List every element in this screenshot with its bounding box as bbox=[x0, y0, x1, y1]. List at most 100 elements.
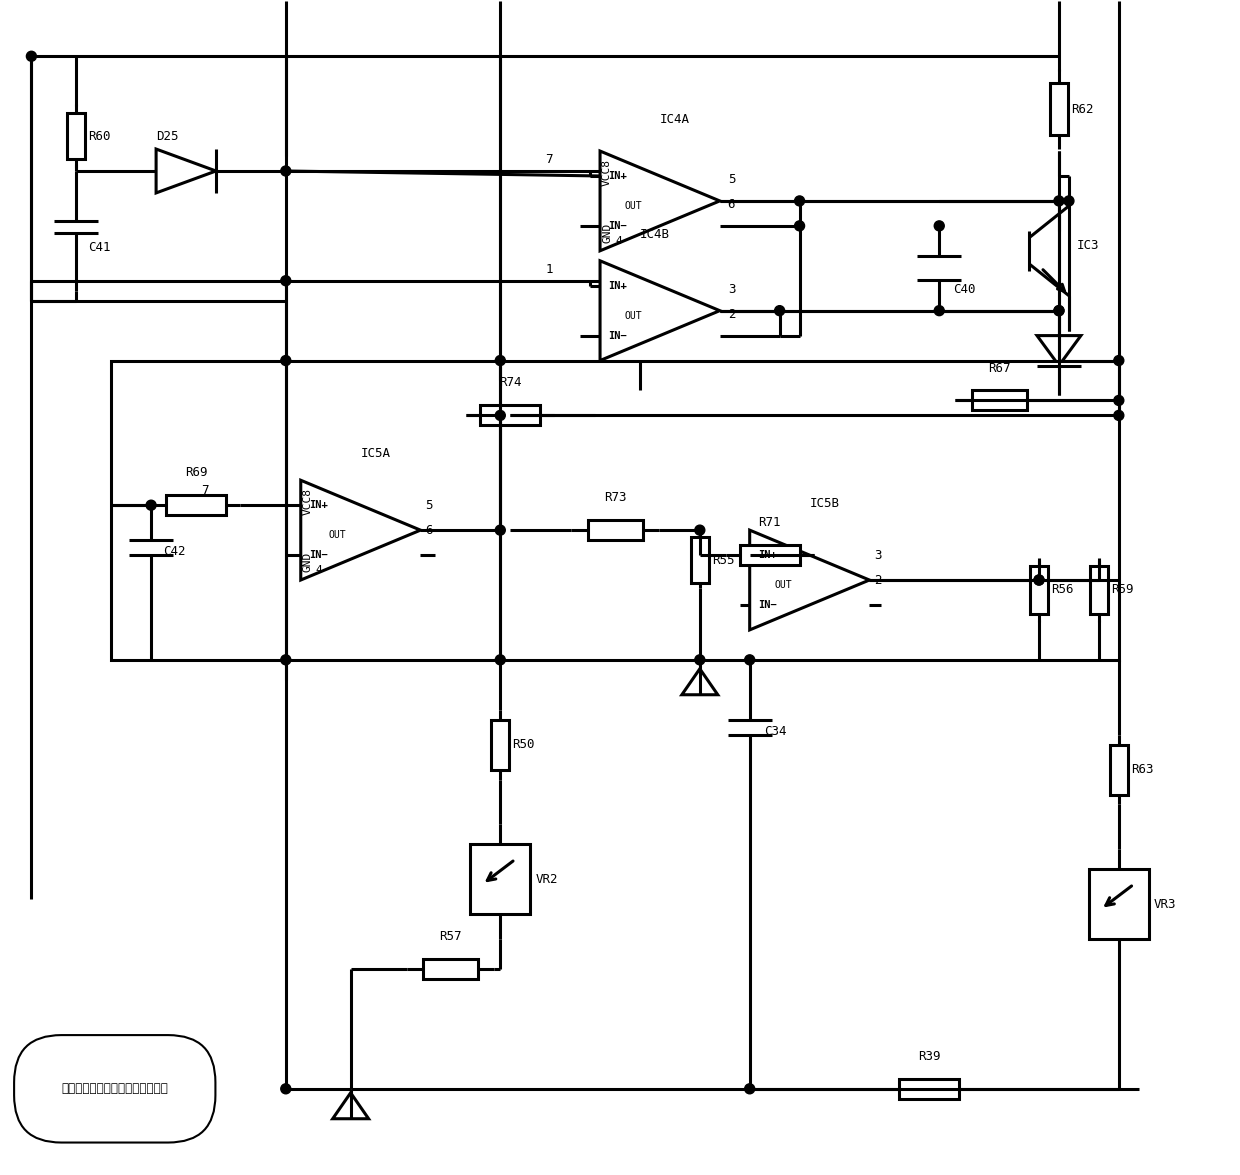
Text: R50: R50 bbox=[512, 738, 534, 751]
Text: 开关电源中的电流取样电阻的一端: 开关电源中的电流取样电阻的一端 bbox=[61, 1082, 169, 1095]
Bar bbox=[166, 495, 226, 515]
Text: 2: 2 bbox=[728, 308, 735, 321]
Polygon shape bbox=[682, 669, 718, 694]
Text: VCC8: VCC8 bbox=[603, 159, 613, 186]
Bar bbox=[112, 361, 1118, 660]
Text: R39: R39 bbox=[918, 1050, 940, 1063]
Text: IC5A: IC5A bbox=[361, 448, 391, 461]
Text: GND: GND bbox=[303, 552, 312, 572]
Bar bbox=[67, 113, 86, 159]
Circle shape bbox=[495, 356, 505, 365]
Circle shape bbox=[694, 654, 704, 665]
Circle shape bbox=[1054, 306, 1064, 316]
Bar bbox=[470, 845, 531, 914]
Text: C34: C34 bbox=[764, 725, 786, 738]
Text: R63: R63 bbox=[1131, 763, 1153, 776]
Text: VCC8: VCC8 bbox=[303, 489, 312, 515]
Text: R71: R71 bbox=[759, 516, 781, 529]
Circle shape bbox=[1114, 410, 1123, 421]
Circle shape bbox=[795, 196, 805, 206]
Polygon shape bbox=[750, 530, 869, 630]
Bar bbox=[480, 405, 541, 425]
Bar bbox=[972, 390, 1027, 410]
Text: OUT: OUT bbox=[329, 530, 346, 541]
Text: C42: C42 bbox=[164, 545, 186, 558]
Bar bbox=[588, 521, 644, 540]
Circle shape bbox=[934, 306, 944, 316]
Text: IN−: IN− bbox=[309, 550, 327, 560]
Text: IC3: IC3 bbox=[1076, 240, 1100, 253]
Text: R60: R60 bbox=[88, 129, 110, 142]
Circle shape bbox=[694, 525, 704, 535]
Text: 2: 2 bbox=[874, 575, 882, 588]
Polygon shape bbox=[1037, 336, 1081, 365]
Text: IN−: IN− bbox=[758, 600, 776, 610]
Text: GND: GND bbox=[603, 222, 613, 243]
Text: 6: 6 bbox=[728, 197, 735, 210]
Polygon shape bbox=[600, 152, 719, 250]
Bar bbox=[1090, 566, 1107, 613]
Circle shape bbox=[1064, 196, 1074, 206]
Bar bbox=[1110, 745, 1128, 794]
Text: IN+: IN+ bbox=[608, 172, 626, 181]
Circle shape bbox=[280, 654, 291, 665]
Bar bbox=[1089, 870, 1148, 939]
Text: IC4B: IC4B bbox=[640, 228, 670, 241]
Polygon shape bbox=[156, 149, 216, 193]
Text: 7: 7 bbox=[201, 484, 208, 497]
Circle shape bbox=[280, 356, 291, 365]
Bar bbox=[899, 1079, 960, 1099]
Circle shape bbox=[934, 221, 944, 230]
Text: 4: 4 bbox=[316, 565, 322, 575]
Circle shape bbox=[495, 525, 505, 535]
Text: OUT: OUT bbox=[625, 201, 642, 210]
Text: IN+: IN+ bbox=[608, 281, 626, 290]
Text: R73: R73 bbox=[604, 491, 626, 504]
Circle shape bbox=[1114, 356, 1123, 365]
Circle shape bbox=[795, 221, 805, 230]
Bar bbox=[424, 959, 479, 979]
Circle shape bbox=[1034, 575, 1044, 585]
Circle shape bbox=[280, 276, 291, 286]
Text: 1: 1 bbox=[546, 263, 553, 276]
Circle shape bbox=[1054, 196, 1064, 206]
Bar bbox=[1050, 83, 1068, 135]
Circle shape bbox=[146, 501, 156, 510]
Text: D25: D25 bbox=[156, 130, 179, 143]
Text: 5: 5 bbox=[425, 499, 433, 512]
Text: R74: R74 bbox=[498, 376, 522, 389]
Text: IN−: IN− bbox=[608, 330, 626, 341]
Text: 3: 3 bbox=[874, 549, 882, 562]
Circle shape bbox=[495, 654, 505, 665]
Circle shape bbox=[1114, 396, 1123, 405]
Circle shape bbox=[26, 52, 36, 61]
Text: OUT: OUT bbox=[775, 580, 792, 590]
Bar bbox=[1030, 566, 1048, 613]
Text: IC5B: IC5B bbox=[810, 497, 839, 510]
Bar bbox=[691, 537, 709, 583]
Text: R62: R62 bbox=[1071, 102, 1094, 115]
Text: VR2: VR2 bbox=[536, 873, 558, 886]
Text: 7: 7 bbox=[546, 153, 553, 166]
Text: R59: R59 bbox=[1111, 584, 1133, 597]
Polygon shape bbox=[600, 261, 719, 361]
Bar bbox=[740, 545, 800, 565]
Text: OUT: OUT bbox=[625, 310, 642, 321]
Text: C41: C41 bbox=[88, 241, 110, 254]
Bar bbox=[491, 719, 510, 770]
Text: C40: C40 bbox=[954, 283, 976, 296]
Text: IN+: IN+ bbox=[309, 501, 327, 510]
Circle shape bbox=[775, 306, 785, 316]
Text: R67: R67 bbox=[988, 362, 1011, 375]
Text: R57: R57 bbox=[439, 931, 461, 944]
Text: R55: R55 bbox=[712, 553, 734, 566]
Polygon shape bbox=[332, 1093, 368, 1119]
Text: IN−: IN− bbox=[608, 221, 626, 230]
Text: IC4A: IC4A bbox=[660, 113, 689, 126]
Text: R56: R56 bbox=[1052, 584, 1074, 597]
Circle shape bbox=[745, 1083, 755, 1094]
Circle shape bbox=[1034, 575, 1044, 585]
Circle shape bbox=[280, 1083, 291, 1094]
Text: 4: 4 bbox=[615, 236, 621, 246]
Text: R69: R69 bbox=[185, 466, 207, 479]
